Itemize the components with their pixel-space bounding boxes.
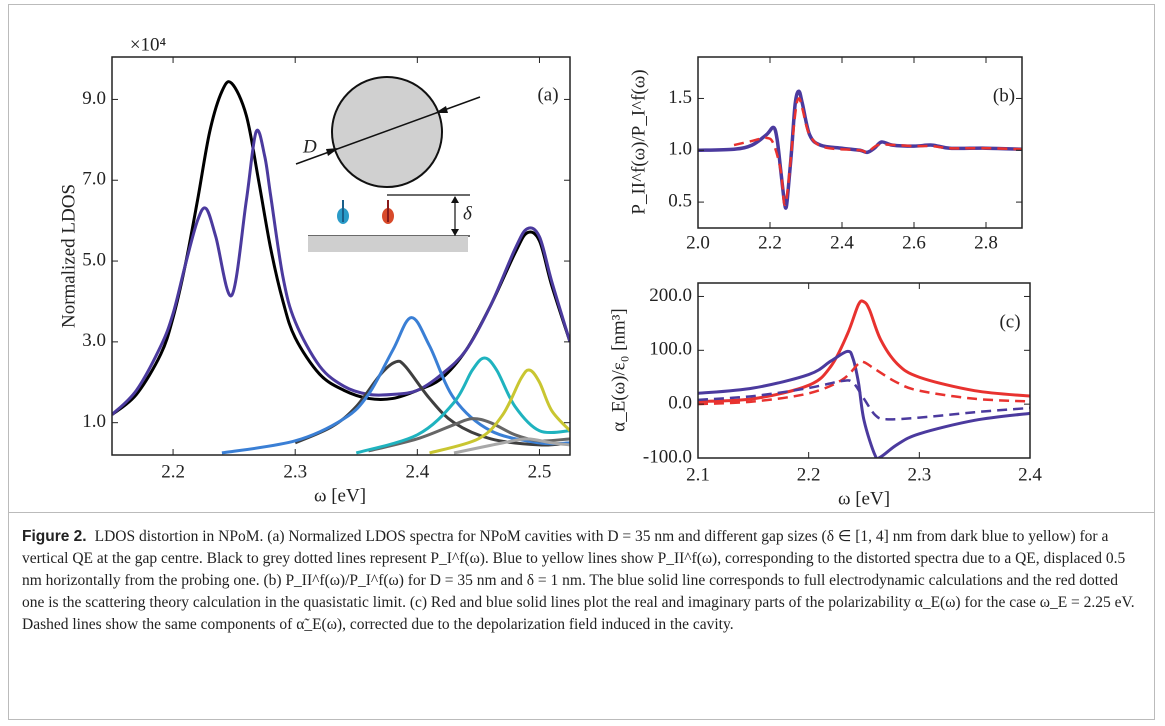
y-tick-label: 0.0 (668, 393, 692, 414)
arrow-head (451, 196, 459, 203)
caption-label: Figure 2. (22, 528, 87, 545)
x-tick-label: 2.3 (283, 461, 307, 482)
data-line (698, 360, 1030, 406)
y-tick-label: 1.0 (82, 411, 106, 432)
panel-label: (c) (999, 311, 1020, 332)
figure: 2.2 2.3 2.4 2.5 1.0 3.0 5.0 7.0 9.0 (a) ×10⁴ ω [eV]… (58, 34, 1042, 509)
x-tick-label: 2.4 (830, 232, 854, 253)
y-tick-label: 9.0 (82, 88, 106, 109)
x-tick-label: 2.6 (902, 232, 926, 253)
y-axis-label: Normalized LDOS (58, 184, 79, 328)
y-tick-label: 7.0 (82, 169, 106, 190)
x-tick-label: 2.5 (528, 461, 552, 482)
y-tick-label: -100.0 (643, 446, 692, 467)
axes-box (697, 282, 1031, 459)
plot-area (698, 299, 1030, 458)
arrow-head (435, 106, 448, 113)
data-line (698, 349, 1030, 458)
panel-label: (a) (537, 84, 558, 105)
data-line (453, 437, 570, 455)
x-tick-label: 2.0 (686, 232, 710, 253)
y-tick-label: 0.5 (668, 190, 692, 211)
data-line (733, 97, 1022, 207)
inset-label: δ (463, 203, 473, 224)
plot-area (698, 89, 1022, 210)
axes-box (697, 56, 1023, 229)
y-axis-label: P_II^f(ω)/P_I^f(ω) (628, 69, 649, 214)
y-tick-label: 5.0 (82, 249, 106, 270)
y-tick-label: 1.5 (668, 87, 692, 108)
inset-label: D (302, 136, 317, 157)
panel-label: (b) (993, 85, 1015, 106)
x-tick-label: 2.2 (758, 232, 782, 253)
y-tick-label: 100.0 (649, 339, 692, 360)
arrow-head (326, 148, 339, 156)
x-tick-label: 2.2 (797, 464, 821, 485)
x-tick-label: 2.1 (686, 464, 710, 485)
y-tick-label: 200.0 (649, 285, 692, 306)
arrow-head (451, 229, 459, 236)
figure-frame (8, 4, 1155, 720)
substrate (308, 236, 468, 252)
axes-box (111, 56, 571, 456)
data-line (221, 316, 570, 455)
y-tick-label: 1.0 (668, 139, 692, 160)
separator (8, 512, 1155, 513)
inset-diagram: D δ (295, 76, 481, 252)
x-axis-label: ω [eV] (314, 485, 366, 506)
y-axis-label: α_E(ω)/ε₀ [nm³] (608, 308, 629, 431)
plot-area (112, 80, 570, 455)
x-axis-label: ω [eV] (838, 488, 890, 509)
data-line (698, 379, 1030, 421)
data-line (112, 128, 570, 416)
x-tick-label: 2.3 (907, 464, 931, 485)
nanoparticle (331, 76, 443, 188)
x-tick-label: 2.8 (974, 232, 998, 253)
data-line (429, 368, 570, 455)
caption: Figure 2. LDOS distortion in NPoM. (a) No… (22, 526, 1142, 636)
x-tick-label: 2.4 (1018, 464, 1042, 485)
y-tick-label: 3.0 (82, 330, 106, 351)
data-line (698, 299, 1030, 403)
x-tick-label: 2.4 (405, 461, 429, 482)
axis-multiplier: ×10⁴ (130, 34, 167, 55)
diameter-line (295, 96, 481, 165)
caption-text: LDOS distortion in NPoM. (a) Normalized … (22, 528, 1135, 633)
data-line (355, 356, 570, 455)
x-tick-label: 2.2 (161, 461, 185, 482)
